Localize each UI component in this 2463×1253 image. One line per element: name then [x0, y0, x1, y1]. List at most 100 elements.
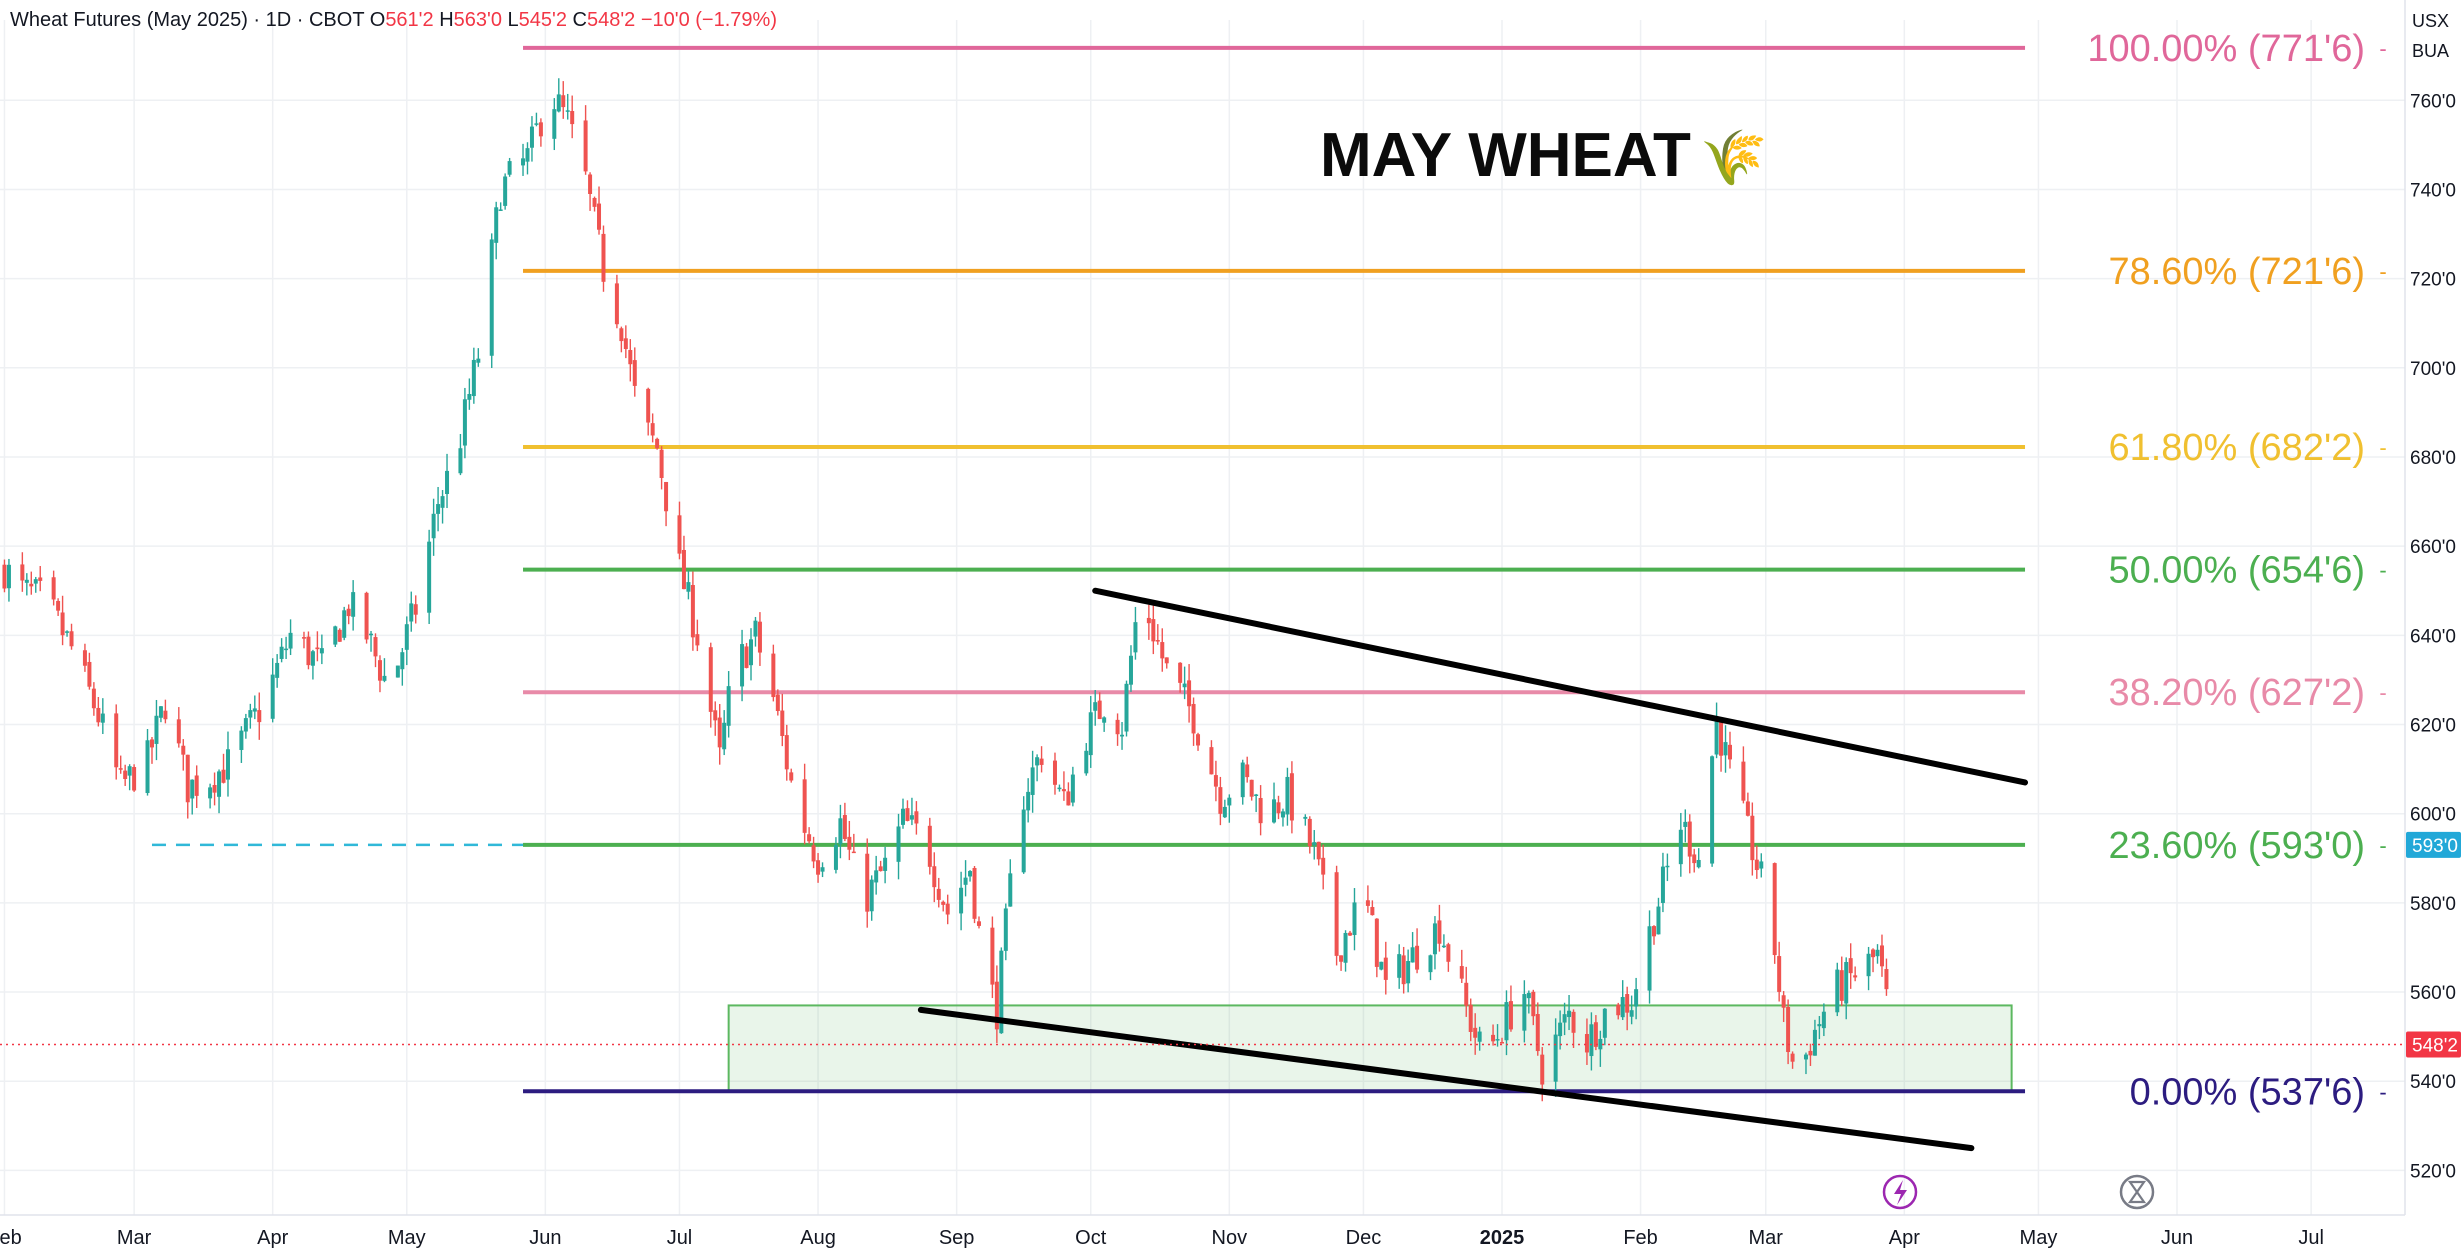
candle-body	[462, 399, 467, 446]
time-tick-label: Jul	[667, 1227, 693, 1249]
candle-body	[802, 779, 807, 833]
candle-body	[1687, 821, 1692, 857]
time-tick-label: Dec	[1346, 1227, 1382, 1249]
fib-label: 50.00% (654'6)	[2108, 550, 2365, 592]
candle-body	[114, 713, 119, 768]
candle-body	[1155, 640, 1160, 642]
candle-body	[994, 981, 999, 1030]
candle-body	[1191, 703, 1196, 734]
candle-body	[225, 749, 230, 780]
price-tick-label: 680'0	[2410, 448, 2456, 469]
candle-body	[400, 652, 405, 670]
candle-body	[1182, 683, 1187, 688]
candle-body	[1222, 806, 1227, 818]
candle-body	[181, 745, 186, 755]
candle-body	[1584, 1034, 1589, 1053]
candle-body	[1218, 787, 1223, 814]
candle-body	[1616, 1004, 1621, 1016]
candle-body	[1790, 1053, 1795, 1062]
level-price-badge-label: 593'0	[2412, 836, 2458, 857]
candle-body	[1848, 958, 1853, 974]
candle-body	[1258, 797, 1263, 824]
candle-body	[270, 674, 275, 719]
fib-label-marker: -	[2379, 1079, 2386, 1104]
currency-box[interactable]: USX BUA	[2412, 6, 2449, 66]
candle-body	[494, 207, 499, 243]
candle-body	[1741, 761, 1746, 801]
candle-body	[239, 730, 244, 750]
candle-body	[458, 448, 463, 474]
candle-body	[208, 787, 213, 799]
candle-body	[1683, 821, 1688, 827]
candle-body	[1343, 932, 1348, 963]
candle-body	[158, 706, 163, 718]
candle-body	[936, 888, 941, 900]
candle-body	[1710, 756, 1715, 864]
price-tick-label: 620'0	[2410, 716, 2456, 737]
low-value: 545'2	[518, 9, 567, 31]
candle-body	[190, 779, 195, 799]
candle-body	[775, 694, 780, 712]
candle-body	[1772, 863, 1777, 956]
candle-body	[60, 612, 65, 636]
candle-body	[932, 866, 937, 888]
candle-body	[1249, 779, 1254, 797]
candle-body	[529, 126, 534, 148]
candle-body	[346, 608, 351, 617]
candle-body	[507, 161, 512, 175]
candle-body	[1879, 945, 1884, 967]
price-tick-label: 580'0	[2410, 894, 2456, 915]
candle-body	[655, 438, 660, 449]
candle-body	[865, 853, 870, 912]
candle-body	[1495, 1039, 1500, 1041]
candle-body	[789, 772, 794, 781]
candle-body	[87, 661, 92, 687]
candle-body	[1473, 1027, 1478, 1038]
candle-body	[632, 360, 637, 386]
candle-body	[377, 660, 382, 681]
candle-body	[771, 653, 776, 698]
price-tick-label: 720'0	[2410, 270, 2456, 291]
candle-body	[427, 541, 432, 613]
candle-body	[1719, 718, 1724, 756]
candle-body	[1240, 762, 1245, 798]
candle-body	[1102, 717, 1107, 723]
close-label: C	[572, 9, 587, 31]
candle-body	[440, 496, 445, 508]
candle-body	[82, 650, 87, 666]
candle-body	[807, 834, 812, 842]
candle-body	[100, 713, 105, 723]
candle-body	[333, 626, 338, 645]
candle-body	[1750, 815, 1755, 861]
candle-body	[1088, 712, 1093, 756]
candle-body	[284, 648, 289, 651]
candle-body	[1115, 719, 1120, 735]
candle-body	[1875, 949, 1880, 957]
candle-body	[1656, 906, 1661, 935]
candle-body	[717, 717, 722, 748]
candle-body	[874, 870, 879, 883]
candle-body	[498, 209, 503, 211]
candle-body	[1070, 774, 1075, 803]
candle-body	[1835, 969, 1840, 1013]
candle-body	[20, 564, 25, 581]
candle-body	[275, 662, 280, 678]
time-tick-label: Mar	[117, 1227, 152, 1249]
candle-body	[69, 631, 74, 647]
symbol-header: Wheat Futures (May 2025) · 1D · CBOT O56…	[10, 9, 777, 32]
candle-body	[1500, 1042, 1505, 1044]
candle-body	[1441, 945, 1446, 948]
candle-body	[963, 877, 968, 885]
candle-body	[1133, 622, 1138, 653]
candle-body	[1598, 1038, 1603, 1050]
candle-body	[1754, 859, 1759, 871]
candle-body	[1026, 791, 1031, 811]
candle-body	[1365, 900, 1370, 906]
candle-body	[1383, 957, 1388, 980]
candle-body	[1030, 767, 1035, 795]
price-tick-label: 760'0	[2410, 91, 2456, 112]
candle-body	[1003, 908, 1008, 951]
candle-body	[409, 603, 414, 622]
candle-body	[243, 718, 248, 732]
